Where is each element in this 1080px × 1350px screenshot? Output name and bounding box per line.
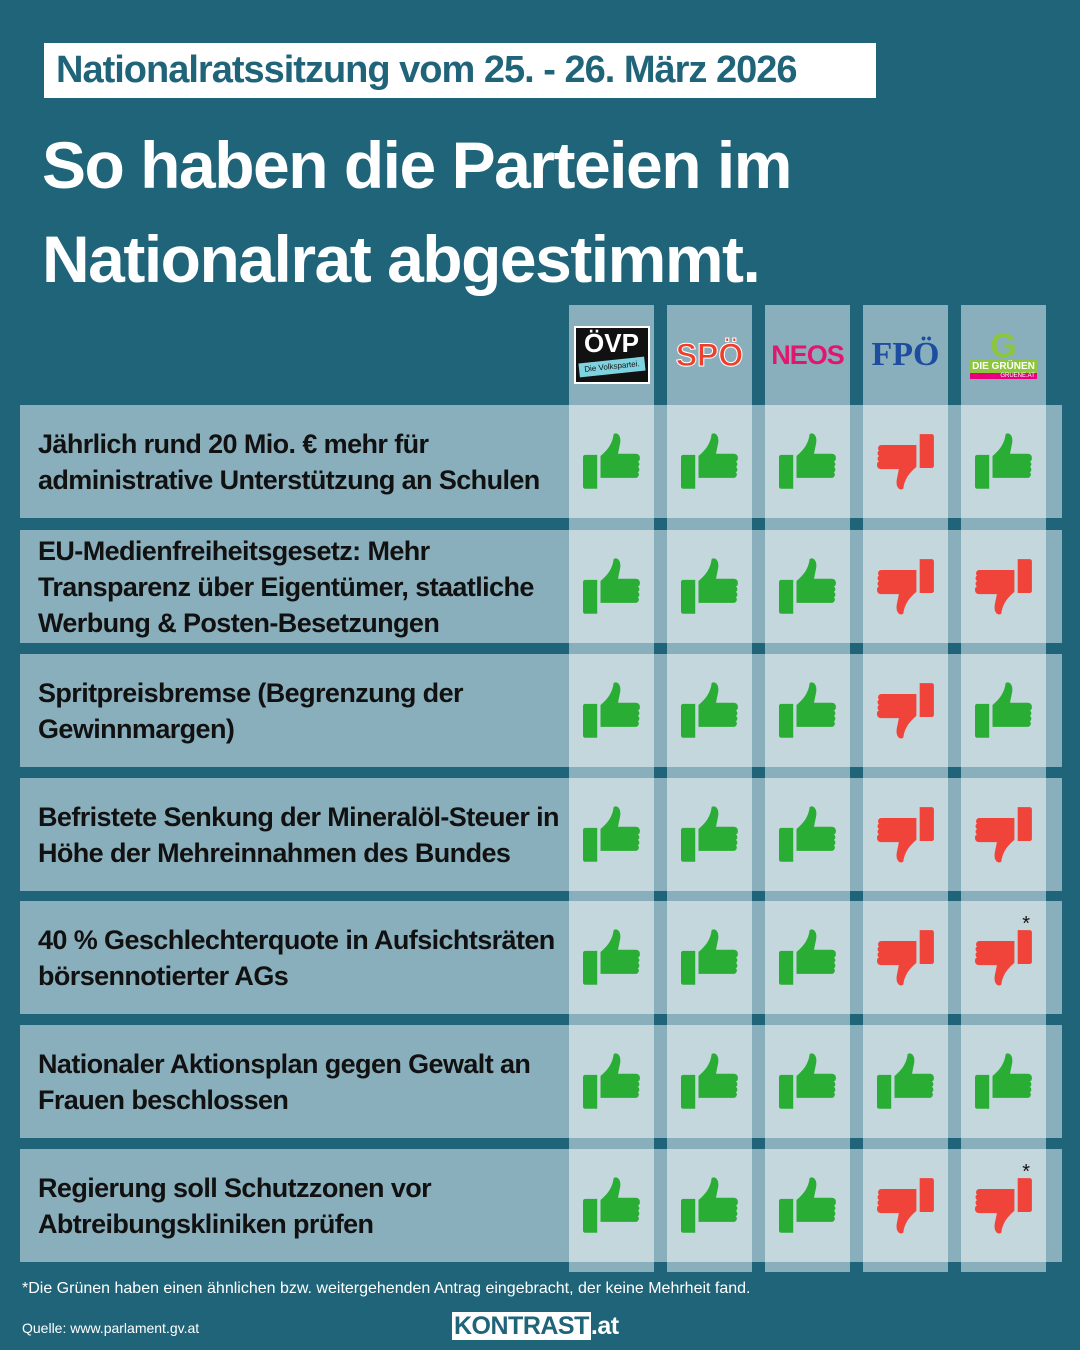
thumbs-up-icon <box>680 557 738 614</box>
thumbs-up-icon <box>582 681 640 738</box>
vote-cell <box>569 1149 654 1262</box>
vote-cell <box>569 1025 654 1138</box>
motion-row: Regierung soll Schutzzonen vor Abtreibun… <box>20 1149 1062 1262</box>
footnote-marker: * <box>1022 913 1030 935</box>
vote-cell <box>765 405 850 518</box>
title-line-2: Nationalrat abgestimmt. <box>42 222 761 296</box>
vote-cell <box>765 901 850 1014</box>
thumbs-down-icon <box>876 558 934 614</box>
vote-cell <box>863 405 948 518</box>
kontrast-logo: KONTRAST.at <box>452 1312 619 1340</box>
vote-cell <box>961 1025 1046 1138</box>
motion-row: Befristete Senkung der Mineralöl-Steuer … <box>20 778 1062 891</box>
thumbs-up-icon <box>778 1052 836 1109</box>
title-line-1: So haben die Parteien im <box>42 128 792 202</box>
thumbs-down-icon <box>974 1177 1032 1233</box>
thumbs-down-icon <box>876 1177 934 1233</box>
party-logo-1: SPÖ <box>675 336 744 373</box>
motion-text: Nationaler Aktionsplan gegen Gewalt an F… <box>38 1048 531 1115</box>
vote-cell <box>667 778 752 891</box>
thumbs-down-icon <box>974 806 1032 862</box>
thumbs-up-icon <box>876 1052 934 1109</box>
thumbs-up-icon <box>680 805 738 862</box>
thumbs-up-icon <box>680 1176 738 1233</box>
thumbs-down-icon <box>876 929 934 985</box>
thumbs-up-icon <box>778 928 836 985</box>
thumbs-up-icon <box>582 928 640 985</box>
motion-text: Regierung soll Schutzzonen vor Abtreibun… <box>38 1172 432 1239</box>
vote-cell: * <box>961 1149 1046 1262</box>
vote-cell <box>569 901 654 1014</box>
thumbs-up-icon <box>680 681 738 738</box>
thumbs-up-icon <box>974 681 1032 738</box>
vote-cell <box>667 530 752 643</box>
motion-row: 40 % Geschlechterquote in Aufsichtsräten… <box>20 901 1062 1014</box>
page-title: So haben die Parteien im Nationalrat abg… <box>42 118 792 306</box>
thumbs-down-icon <box>974 929 1032 985</box>
thumbs-up-icon <box>582 557 640 614</box>
vote-cell <box>765 1025 850 1138</box>
party-logo-2: NEOS <box>771 339 845 370</box>
party-logo-3: FPÖ <box>871 336 940 373</box>
thumbs-up-icon <box>680 432 738 489</box>
vote-cell <box>667 1149 752 1262</box>
thumbs-up-icon <box>778 681 836 738</box>
thumbs-up-icon <box>582 1176 640 1233</box>
vote-cell <box>961 654 1046 767</box>
vote-cell <box>863 778 948 891</box>
thumbs-up-icon <box>974 432 1032 489</box>
thumbs-up-icon <box>680 1052 738 1109</box>
thumbs-up-icon <box>778 1176 836 1233</box>
vote-cell <box>863 1025 948 1138</box>
thumbs-down-icon <box>974 558 1032 614</box>
thumbs-down-icon <box>876 806 934 862</box>
thumbs-up-icon <box>582 432 640 489</box>
motion-text: 40 % Geschlechterquote in Aufsichtsräten… <box>38 924 555 991</box>
vote-cell <box>667 901 752 1014</box>
party-logo-4: G DIE GRÜNEN GRUENE.AT <box>970 326 1037 379</box>
vote-cell <box>961 778 1046 891</box>
vote-cell <box>863 1149 948 1262</box>
vote-cell <box>961 405 1046 518</box>
thumbs-down-icon <box>876 682 934 738</box>
thumbs-up-icon <box>778 557 836 614</box>
session-date-label: Nationalratssitzung vom 25. - 26. März 2… <box>44 43 876 98</box>
thumbs-up-icon <box>778 805 836 862</box>
vote-cell <box>863 654 948 767</box>
motion-text: Befristete Senkung der Mineralöl-Steuer … <box>38 801 560 868</box>
vote-cell <box>765 778 850 891</box>
vote-cell <box>863 901 948 1014</box>
vote-cell <box>765 1149 850 1262</box>
source: Quelle: www.parlament.gv.at <box>22 1320 200 1336</box>
vote-cell <box>863 530 948 643</box>
vote-cell <box>569 654 654 767</box>
thumbs-down-icon <box>876 433 934 489</box>
thumbs-up-icon <box>680 928 738 985</box>
motion-text: Jährlich rund 20 Mio. € mehr für adminis… <box>38 428 540 495</box>
vote-cell <box>569 405 654 518</box>
vote-cell: * <box>961 901 1046 1014</box>
motion-row: Jährlich rund 20 Mio. € mehr für adminis… <box>20 405 1062 518</box>
motion-row: Nationaler Aktionsplan gegen Gewalt an F… <box>20 1025 1062 1138</box>
footnote-marker: * <box>1022 1161 1030 1183</box>
motion-row: Spritpreisbremse (Begrenzung der Gewinnm… <box>20 654 1062 767</box>
vote-cell <box>667 654 752 767</box>
vote-cell <box>569 530 654 643</box>
motion-row: EU-Medienfreiheitsgesetz: Mehr Transpare… <box>20 530 1062 643</box>
vote-cell <box>569 778 654 891</box>
thumbs-up-icon <box>778 432 836 489</box>
motion-text: Spritpreisbremse (Begrenzung der Gewinnm… <box>38 677 464 744</box>
thumbs-up-icon <box>582 1052 640 1109</box>
motion-text: EU-Medienfreiheitsgesetz: Mehr Transpare… <box>38 535 534 638</box>
vote-cell <box>667 1025 752 1138</box>
thumbs-up-icon <box>582 805 640 862</box>
vote-cell <box>765 530 850 643</box>
party-logo-0: ÖVP Die Volkspartei. <box>569 305 654 405</box>
vote-cell <box>667 405 752 518</box>
vote-cell <box>961 530 1046 643</box>
vote-cell <box>765 654 850 767</box>
thumbs-up-icon <box>974 1052 1032 1109</box>
footnote: *Die Grünen haben einen ähnlichen bzw. w… <box>22 1280 751 1297</box>
